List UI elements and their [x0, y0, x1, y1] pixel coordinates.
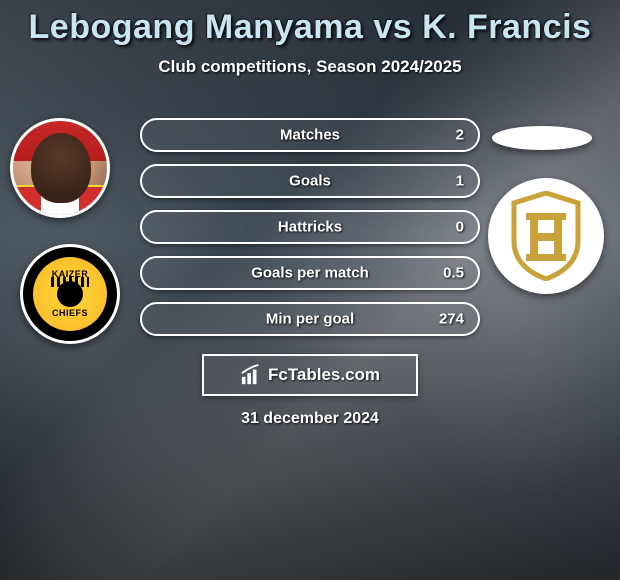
content-root: Lebogang Manyama vs K. Francis Club comp…: [0, 0, 620, 580]
stat-row-matches: Matches 2: [140, 118, 480, 152]
stat-value-right: 274: [439, 311, 464, 328]
stat-value-right: 0.5: [443, 265, 464, 282]
stat-value-right: 1: [456, 173, 464, 190]
stat-label: Hattricks: [278, 219, 342, 236]
brand-box: FcTables.com: [202, 354, 418, 396]
stat-row-hattricks: Hattricks 0: [140, 210, 480, 244]
club-right-crest-icon: [508, 191, 584, 281]
stat-value-right: 2: [456, 127, 464, 144]
player-left-avatar: [10, 118, 110, 218]
stat-label: Min per goal: [266, 311, 354, 328]
club-right-badge: [488, 178, 604, 294]
stat-label: Goals: [289, 173, 331, 190]
stats-area: Matches 2 Goals 1 Hattricks 0 Goals per …: [140, 118, 480, 348]
club-left-bottom-text: CHIEFS: [52, 309, 88, 318]
page-subtitle: Club competitions, Season 2024/2025: [0, 57, 620, 77]
stat-row-goals-per-match: Goals per match 0.5: [140, 256, 480, 290]
player-right-avatar: [492, 126, 592, 150]
stat-row-goals: Goals 1: [140, 164, 480, 198]
stat-row-min-per-goal: Min per goal 274: [140, 302, 480, 336]
stat-label: Goals per match: [251, 265, 369, 282]
brand-text: FcTables.com: [268, 365, 380, 385]
club-left-head-icon: [57, 281, 83, 307]
club-left-badge: KAIZER CHIEFS: [20, 244, 120, 344]
stat-value-right: 0: [456, 219, 464, 236]
date-text: 31 december 2024: [241, 410, 379, 428]
club-left-inner: KAIZER CHIEFS: [33, 257, 107, 331]
bar-chart-icon: [240, 364, 262, 386]
stat-label: Matches: [280, 127, 340, 144]
page-title: Lebogang Manyama vs K. Francis: [0, 0, 620, 47]
player-left-shirt: [13, 185, 107, 215]
